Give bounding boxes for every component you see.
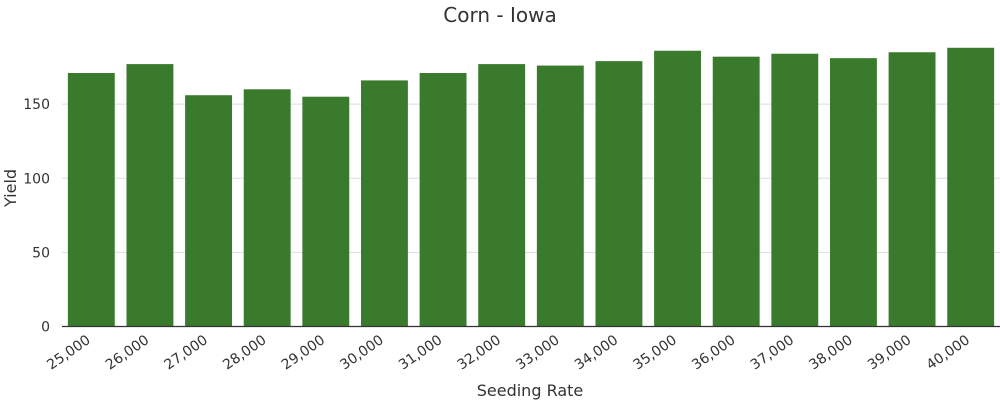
x-tick-label: 39,000 (865, 332, 914, 373)
y-axis-ticks: 0 50 100 150 (23, 97, 50, 335)
x-tick-label: 36,000 (689, 332, 738, 373)
x-tick-label: 38,000 (806, 332, 855, 373)
x-tick-label: 30,000 (337, 332, 386, 373)
x-tick-label: 33,000 (513, 332, 562, 373)
bar (302, 96, 350, 327)
x-axis-label: Seeding Rate (477, 381, 584, 400)
x-tick-label: 28,000 (220, 332, 269, 373)
bar (654, 50, 702, 327)
y-tick-label: 0 (41, 320, 50, 336)
bar (126, 64, 174, 327)
x-tick-label: 35,000 (631, 332, 680, 373)
bar (360, 80, 408, 327)
y-tick-label: 50 (32, 245, 50, 261)
bar (243, 89, 291, 327)
x-tick-label: 26,000 (103, 332, 152, 373)
bar (595, 61, 643, 327)
x-tick-label: 40,000 (924, 332, 973, 373)
x-tick-label: 25,000 (44, 332, 93, 373)
bar (67, 72, 115, 327)
x-tick-label: 27,000 (162, 332, 211, 373)
chart-title: Corn - Iowa (443, 3, 556, 27)
bar (712, 56, 760, 327)
bars (67, 47, 995, 327)
bar (185, 95, 233, 327)
bar (478, 64, 526, 327)
x-tick-label: 32,000 (455, 332, 504, 373)
x-axis-ticks: 25,000 26,000 27,000 28,000 29,000 30,000 31,0… (44, 332, 973, 373)
bar (888, 52, 936, 327)
bar (536, 65, 584, 327)
x-tick-label: 29,000 (279, 332, 328, 373)
x-tick-label: 34,000 (572, 332, 621, 373)
bar (419, 72, 467, 327)
y-tick-label: 100 (23, 171, 50, 187)
bar (771, 53, 819, 327)
x-tick-label: 31,000 (396, 332, 445, 373)
y-axis-label: Yield (1, 169, 20, 208)
x-tick-label: 37,000 (748, 332, 797, 373)
bar (947, 47, 995, 327)
bar (829, 58, 877, 327)
y-tick-label: 150 (23, 97, 50, 113)
